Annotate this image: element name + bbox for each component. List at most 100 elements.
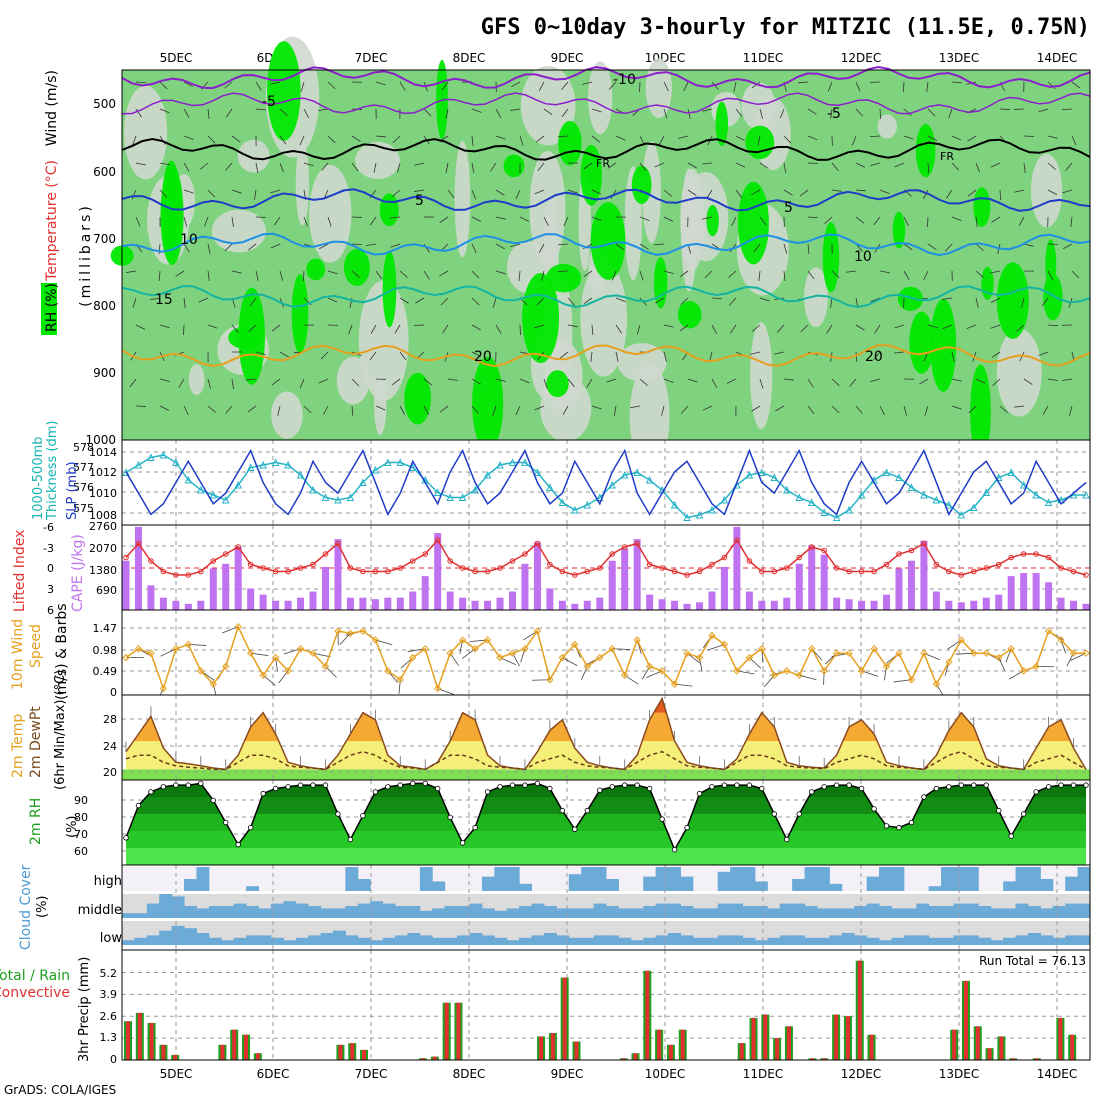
cape-bar: [758, 600, 766, 610]
cloud-bar: [357, 903, 371, 918]
wind-barb: [591, 189, 602, 195]
wind-barb: [942, 324, 953, 330]
cloud-bar: [221, 940, 235, 945]
cape-bar: [1057, 597, 1065, 610]
rh-point: [1058, 782, 1064, 788]
wind-barb: [207, 135, 216, 144]
wind-barb: [999, 189, 1002, 201]
wind-speed-point: [458, 636, 467, 644]
precip-convective-bar: [456, 1002, 461, 1060]
rh-high-area: [503, 154, 525, 178]
wind-speed-point: [159, 684, 168, 693]
wind-barb: [735, 108, 743, 118]
rh-point: [1083, 782, 1089, 788]
wind-barb: [302, 270, 305, 282]
rh-label: 2m RH: [28, 798, 44, 845]
wind-speed-point: [683, 649, 691, 657]
wind-speed-point: [122, 653, 130, 662]
cloud-bar: [829, 935, 843, 945]
rh-point: [447, 814, 453, 821]
isotherm-label: 10: [854, 249, 872, 265]
lifted-index-point: [422, 551, 429, 557]
wind-barb: [975, 378, 986, 384]
thickness-point: [134, 460, 143, 469]
wind-barb: [807, 378, 814, 388]
wind-barb: [726, 378, 737, 384]
rh-point: [671, 847, 678, 853]
precip-convective-bar: [987, 1048, 992, 1060]
rh-point: [285, 784, 291, 790]
rh-point: [896, 824, 902, 831]
cloud-unit: (%): [35, 896, 50, 919]
cloud-bar: [953, 867, 967, 891]
wind-barb: [536, 297, 545, 306]
rh-point: [272, 785, 279, 792]
lifted-index-point: [1008, 554, 1014, 561]
wind-barb: [879, 108, 882, 120]
cloud-bar: [1065, 903, 1079, 918]
cloud-bar: [854, 906, 868, 918]
wind-barb: [183, 405, 189, 416]
cloud-bar: [606, 906, 619, 918]
cloud-bar: [134, 937, 148, 945]
rh-point: [534, 780, 541, 787]
cloud-bar: [978, 937, 992, 945]
precip-convective-bar: [999, 1036, 1004, 1060]
wind-speed-point: [334, 627, 342, 635]
wind-barb: [561, 81, 569, 90]
wind-barb: [654, 243, 665, 246]
cloud-bar: [506, 867, 520, 891]
cloud-bar: [308, 935, 322, 945]
precip-convective-bar: [574, 1041, 579, 1060]
wind-barb: [830, 108, 833, 119]
rh-low-area: [1030, 153, 1063, 228]
cloud-bar: [655, 935, 669, 945]
thickness-point: [508, 458, 517, 466]
wind-barb: [663, 108, 668, 119]
top-date-label: 12DEC: [841, 51, 881, 65]
slp-series: [122, 448, 1090, 521]
thickness-point: [708, 505, 716, 514]
thickness-tick: 576: [73, 481, 94, 494]
lifted-index-point: [684, 572, 690, 578]
cloud-bar: [1027, 906, 1041, 918]
wind-barb: [639, 270, 644, 281]
cloud-bar: [668, 933, 681, 945]
cloud-bar: [531, 903, 545, 918]
wind-speed-point: [384, 667, 392, 675]
cloud-bar: [395, 906, 408, 918]
rh-point: [746, 782, 753, 788]
wind-barb: [753, 243, 761, 253]
rh-point: [472, 824, 478, 831]
wind-barb: [869, 135, 881, 138]
wind-legend-label: Wind (m/s): [44, 70, 60, 146]
rh-point: [759, 785, 765, 792]
isotherm-line: [121, 65, 1091, 90]
cape-bar: [945, 600, 953, 610]
cape-bar: [259, 594, 267, 610]
cloud-bar: [283, 901, 297, 918]
wind-barb: [439, 216, 449, 223]
wind-barb: [495, 378, 506, 382]
rh-low-area: [295, 141, 310, 226]
cloud-bar: [196, 867, 210, 891]
wind-barb: [870, 378, 881, 382]
wind-barb: [471, 189, 477, 200]
cloud-bar: [270, 937, 284, 945]
cloud-bar: [1015, 867, 1029, 891]
lifted-index-point: [472, 568, 478, 575]
lifted-index-point: [858, 568, 865, 575]
lifted-index-point: [559, 568, 566, 575]
wind-barb: [894, 324, 905, 329]
rh-point: [509, 782, 516, 788]
lifted-index-point: [709, 561, 715, 568]
wind-barb-10m: [646, 670, 663, 679]
cloud-bar: [916, 935, 930, 945]
rh-series: [123, 780, 1089, 865]
cape-bar: [720, 566, 728, 610]
thickness-point: [895, 473, 903, 481]
wind-barb: [611, 270, 617, 281]
wind-barb: [681, 405, 689, 414]
wind-tick: 0.98: [93, 644, 118, 657]
thickness-point: [471, 485, 479, 494]
